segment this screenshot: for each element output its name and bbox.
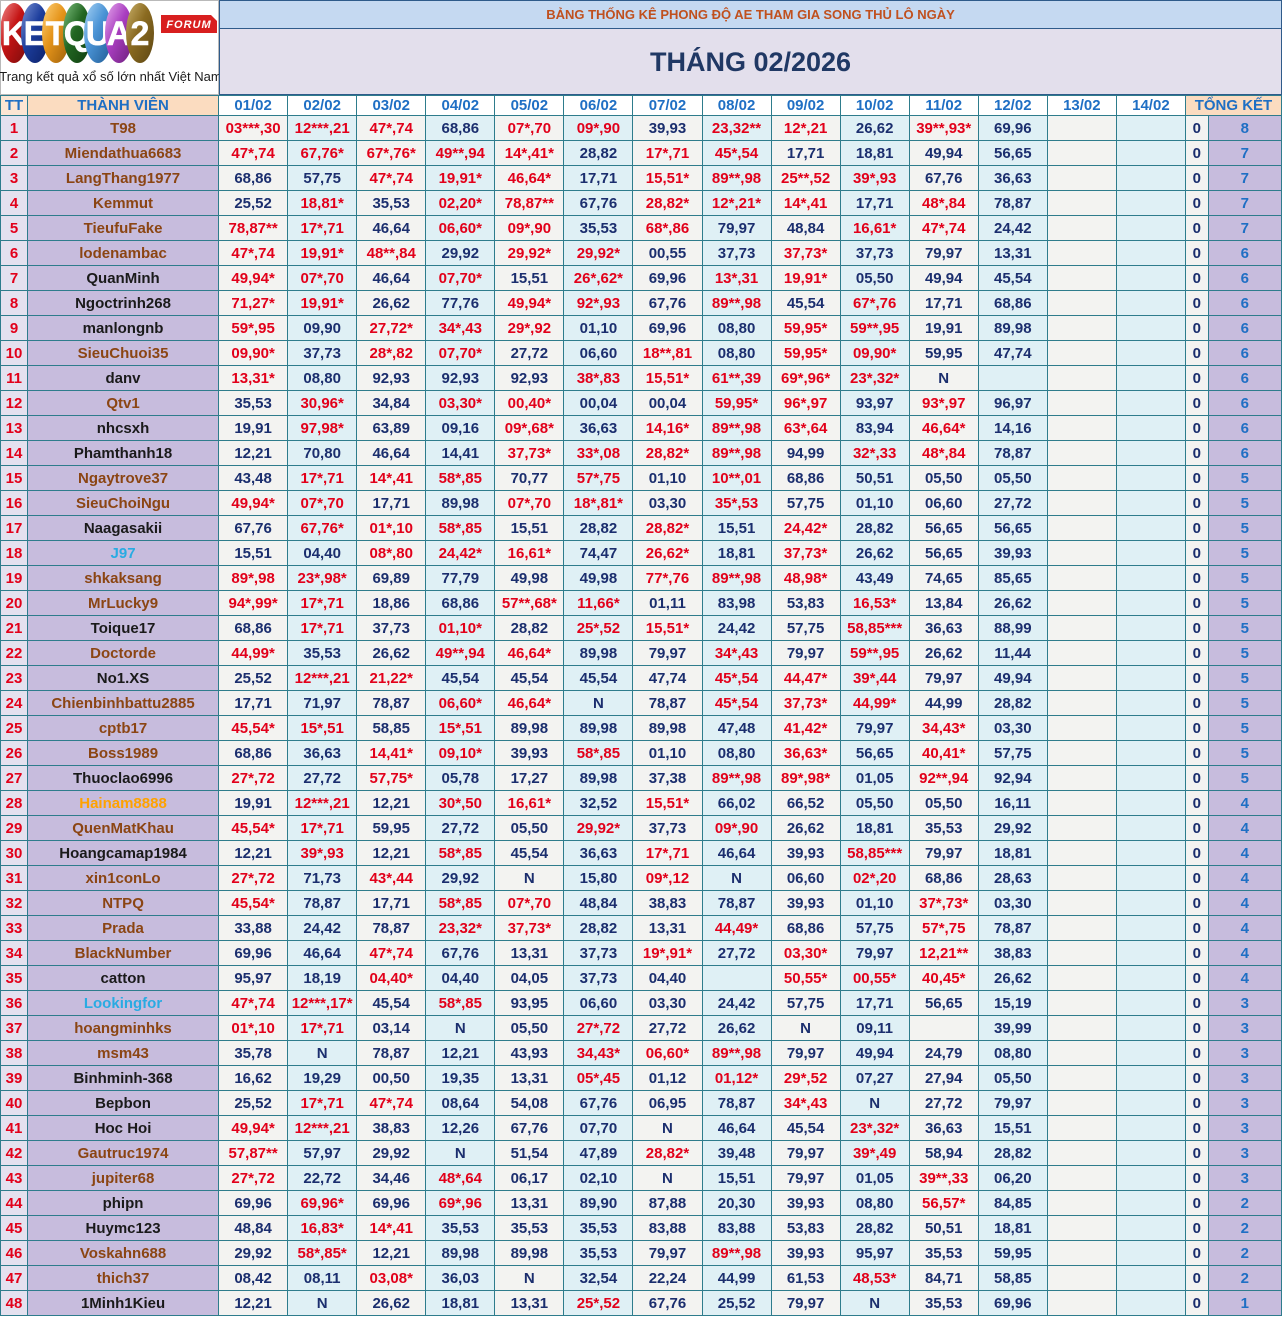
svg-text:FORUM: FORUM <box>166 19 211 31</box>
svg-text:2: 2 <box>131 15 150 53</box>
